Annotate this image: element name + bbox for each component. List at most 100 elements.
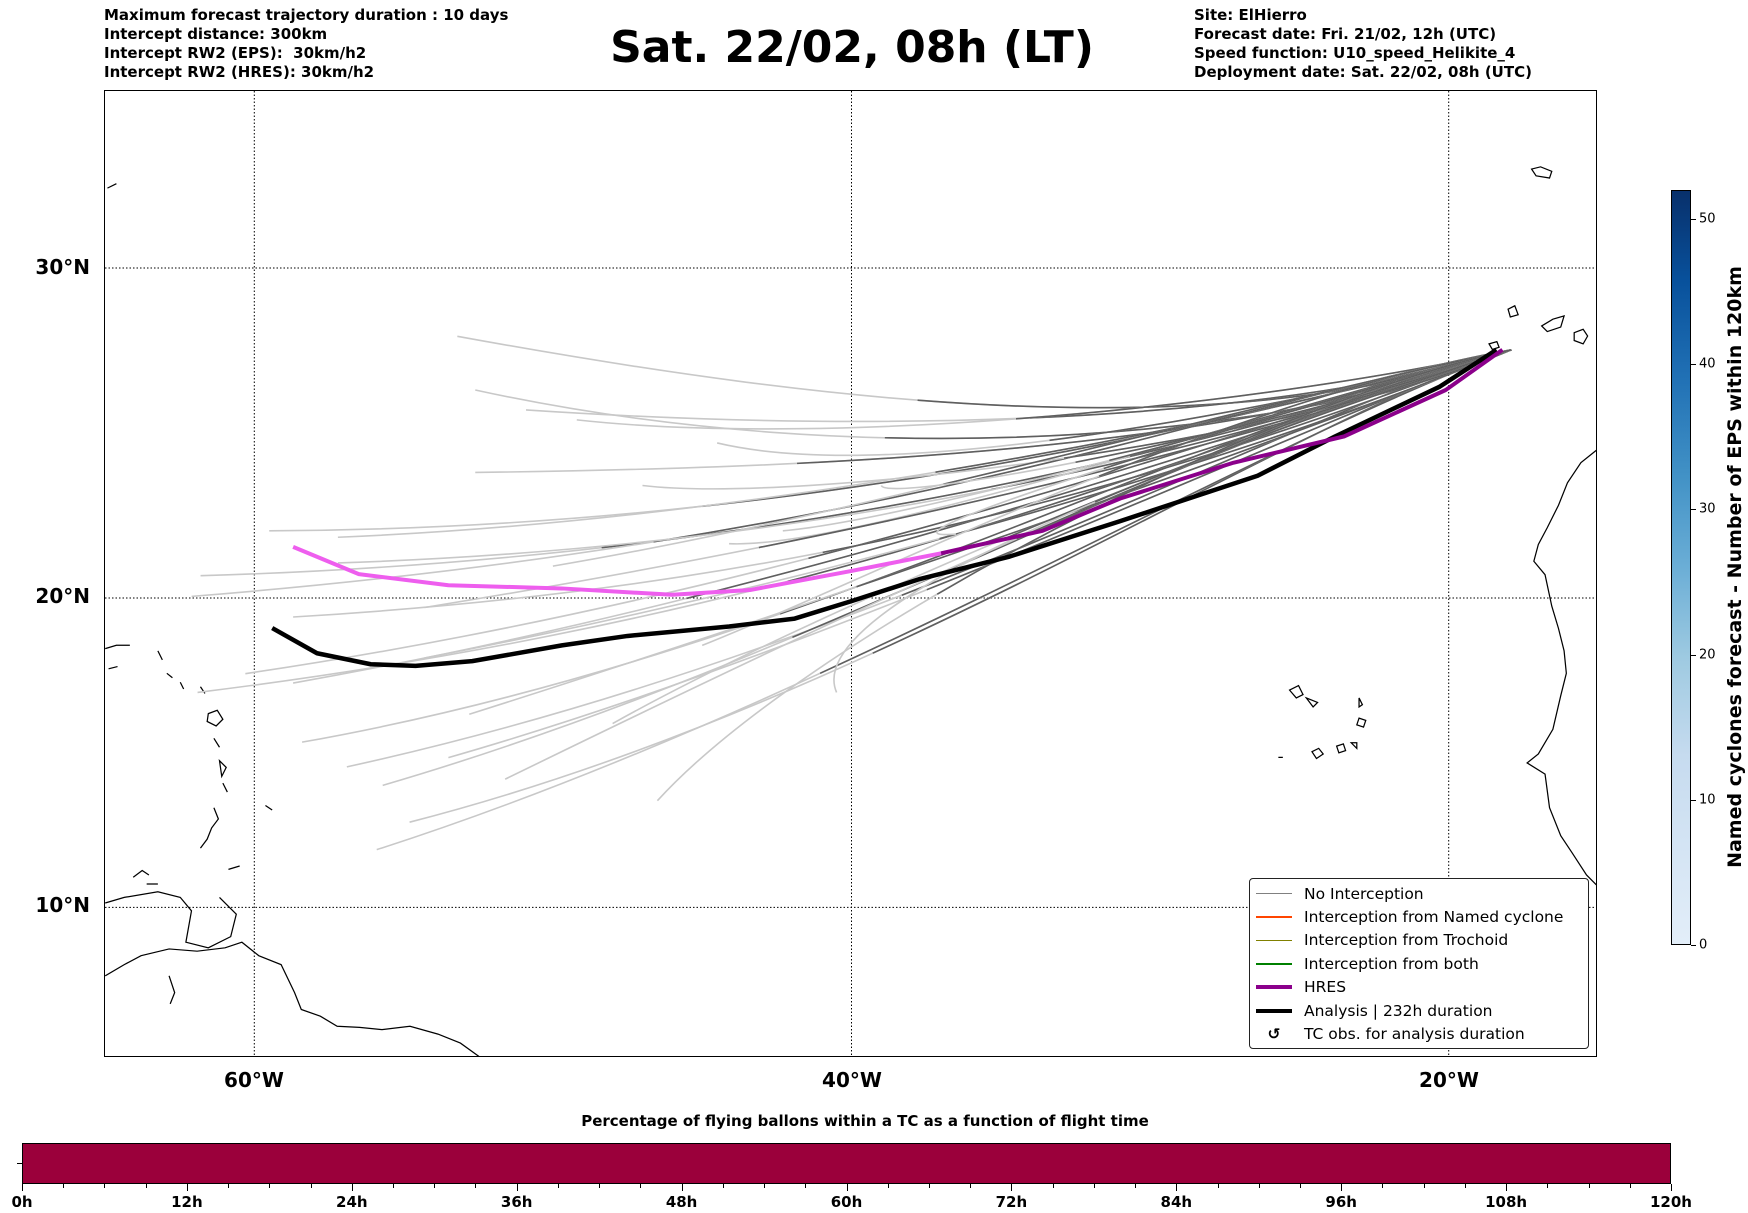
colorbar-tick-label: 10 — [1699, 792, 1716, 808]
legend-swatch — [1256, 939, 1292, 942]
time-tick — [434, 1184, 436, 1188]
time-tick-label: 72h — [995, 1193, 1028, 1211]
time-tick — [722, 1184, 724, 1188]
time-tick-label: 120h — [1650, 1193, 1692, 1211]
time-tick — [887, 1184, 889, 1188]
trajectory-map — [104, 90, 1597, 1057]
time-tick — [764, 1184, 766, 1188]
time-tick — [1093, 1184, 1095, 1188]
flight-time-bar-fill — [23, 1144, 1670, 1183]
ensemble-trajectory — [245, 349, 1512, 675]
time-tick — [846, 1184, 848, 1191]
south-america-coast — [105, 891, 480, 1056]
ensemble-trajectory-near — [833, 349, 1512, 693]
colorbar-tick-label: 0 — [1699, 937, 1708, 953]
lon-label-40w: 40°W — [822, 1068, 882, 1092]
colorbar-tick — [1691, 654, 1696, 656]
time-tick — [1052, 1184, 1054, 1188]
ensemble-trajectory-near — [642, 349, 1512, 490]
ensemble-trajectory-near — [552, 349, 1512, 567]
legend-label: Interception from Named cyclone — [1304, 908, 1564, 927]
time-tick — [1176, 1184, 1178, 1191]
time-tick — [1629, 1184, 1631, 1188]
ensemble-trajectory-near — [576, 349, 1512, 430]
cyclone-colorbar — [1671, 190, 1691, 945]
time-tick — [1547, 1184, 1549, 1188]
ensemble-trajectory-near — [269, 349, 1512, 532]
deployment-date-text: Deployment date: Sat. 22/02, 08h (UTC) — [1194, 63, 1532, 81]
max-duration-text: Maximum forecast trajectory duration : 1… — [104, 6, 509, 24]
page-title: Sat. 22/02, 08h (LT) — [610, 22, 1094, 73]
legend-label: HRES — [1304, 978, 1347, 997]
time-tick-label: 96h — [1325, 1193, 1357, 1211]
ensemble-trajectory-near — [729, 349, 1512, 545]
ensemble-trajectory-near — [200, 349, 1512, 577]
time-tick — [228, 1184, 230, 1188]
ensemble-trajectory — [376, 349, 1512, 851]
coastlines — [105, 166, 1596, 1056]
time-tick — [269, 1184, 271, 1188]
time-tick — [393, 1184, 395, 1188]
ensemble-trajectory-near — [504, 349, 1512, 780]
time-tick — [351, 1184, 353, 1191]
legend-label: Analysis | 232h duration — [1304, 1001, 1493, 1020]
ensemble-trajectory-near — [880, 349, 1512, 490]
ensemble-trajectory — [197, 349, 1512, 694]
ensemble-trajectory-near — [656, 349, 1512, 802]
colorbar-tick — [1691, 509, 1696, 511]
time-tick-label: 108h — [1485, 1193, 1528, 1211]
flight-time-bar-title: Percentage of flying ballons within a TC… — [581, 1112, 1149, 1130]
ensemble-trajectory-near — [409, 349, 1512, 823]
time-tick — [805, 1184, 807, 1188]
bar-y-tick — [17, 1163, 22, 1164]
intercept-hres-text: Intercept RW2 (HRES): 30km/h2 — [104, 63, 375, 81]
time-tick — [1217, 1184, 1219, 1188]
legend-item: Analysis | 232h duration — [1250, 999, 1588, 1022]
ensemble-trajectory — [200, 349, 1512, 577]
time-tick — [1135, 1184, 1137, 1188]
ensemble-trajectory — [504, 349, 1512, 780]
time-tick — [599, 1184, 601, 1188]
time-tick-label: 60h — [830, 1193, 863, 1211]
legend-item: Interception from Trochoid — [1250, 929, 1588, 952]
legend-label: Interception from Trochoid — [1304, 931, 1509, 950]
legend-swatch — [1256, 985, 1292, 990]
colorbar-label: Named cyclones forecast - Number of EPS … — [1724, 266, 1746, 868]
time-tick — [104, 1184, 106, 1188]
header-right-info: Site: ElHierro Forecast date: Fri. 21/02… — [1194, 6, 1532, 82]
time-tick-label: 0h — [11, 1193, 33, 1211]
time-tick — [516, 1184, 518, 1191]
ensemble-trajectory-near — [245, 349, 1512, 675]
time-tick — [1671, 1184, 1672, 1191]
colorbar-tick — [1691, 219, 1696, 221]
time-tick — [22, 1184, 23, 1191]
time-tick — [640, 1184, 642, 1188]
canary-islands — [1488, 166, 1589, 351]
legend-item: Interception from both — [1250, 952, 1588, 975]
legend-swatch — [1256, 1008, 1292, 1013]
time-tick — [1464, 1184, 1466, 1188]
map-legend: No Interception Interception from Named c… — [1249, 878, 1589, 1049]
time-tick-label: 24h — [336, 1193, 368, 1211]
time-tick — [145, 1184, 147, 1188]
intercept-eps-text: Intercept RW2 (EPS): 30km/h2 — [104, 44, 367, 62]
site-text: Site: ElHierro — [1194, 6, 1307, 24]
legend-label: No Interception — [1304, 884, 1424, 903]
ensemble-trajectory-near — [197, 349, 1512, 694]
legend-swatch — [1256, 916, 1292, 918]
time-tick — [928, 1184, 930, 1188]
time-tick — [1011, 1184, 1013, 1191]
colorbar-tick-label: 50 — [1699, 211, 1716, 227]
time-tick — [681, 1184, 683, 1191]
colorbar-tick-label: 40 — [1699, 356, 1716, 372]
ensemble-trajectory — [337, 349, 1512, 539]
map-plot — [105, 91, 1596, 1056]
hres-trajectory-west — [292, 545, 942, 597]
time-tick — [63, 1184, 65, 1188]
time-tick — [1506, 1184, 1508, 1191]
forecast-date-text: Forecast date: Fri. 21/02, 12h (UTC) — [1194, 25, 1497, 43]
header-left-info: Maximum forecast trajectory duration : 1… — [104, 6, 508, 82]
cape-verde-islands — [1278, 684, 1367, 760]
legend-item: ↺ TC obs. for analysis duration — [1250, 1022, 1588, 1045]
time-tick — [310, 1184, 312, 1188]
